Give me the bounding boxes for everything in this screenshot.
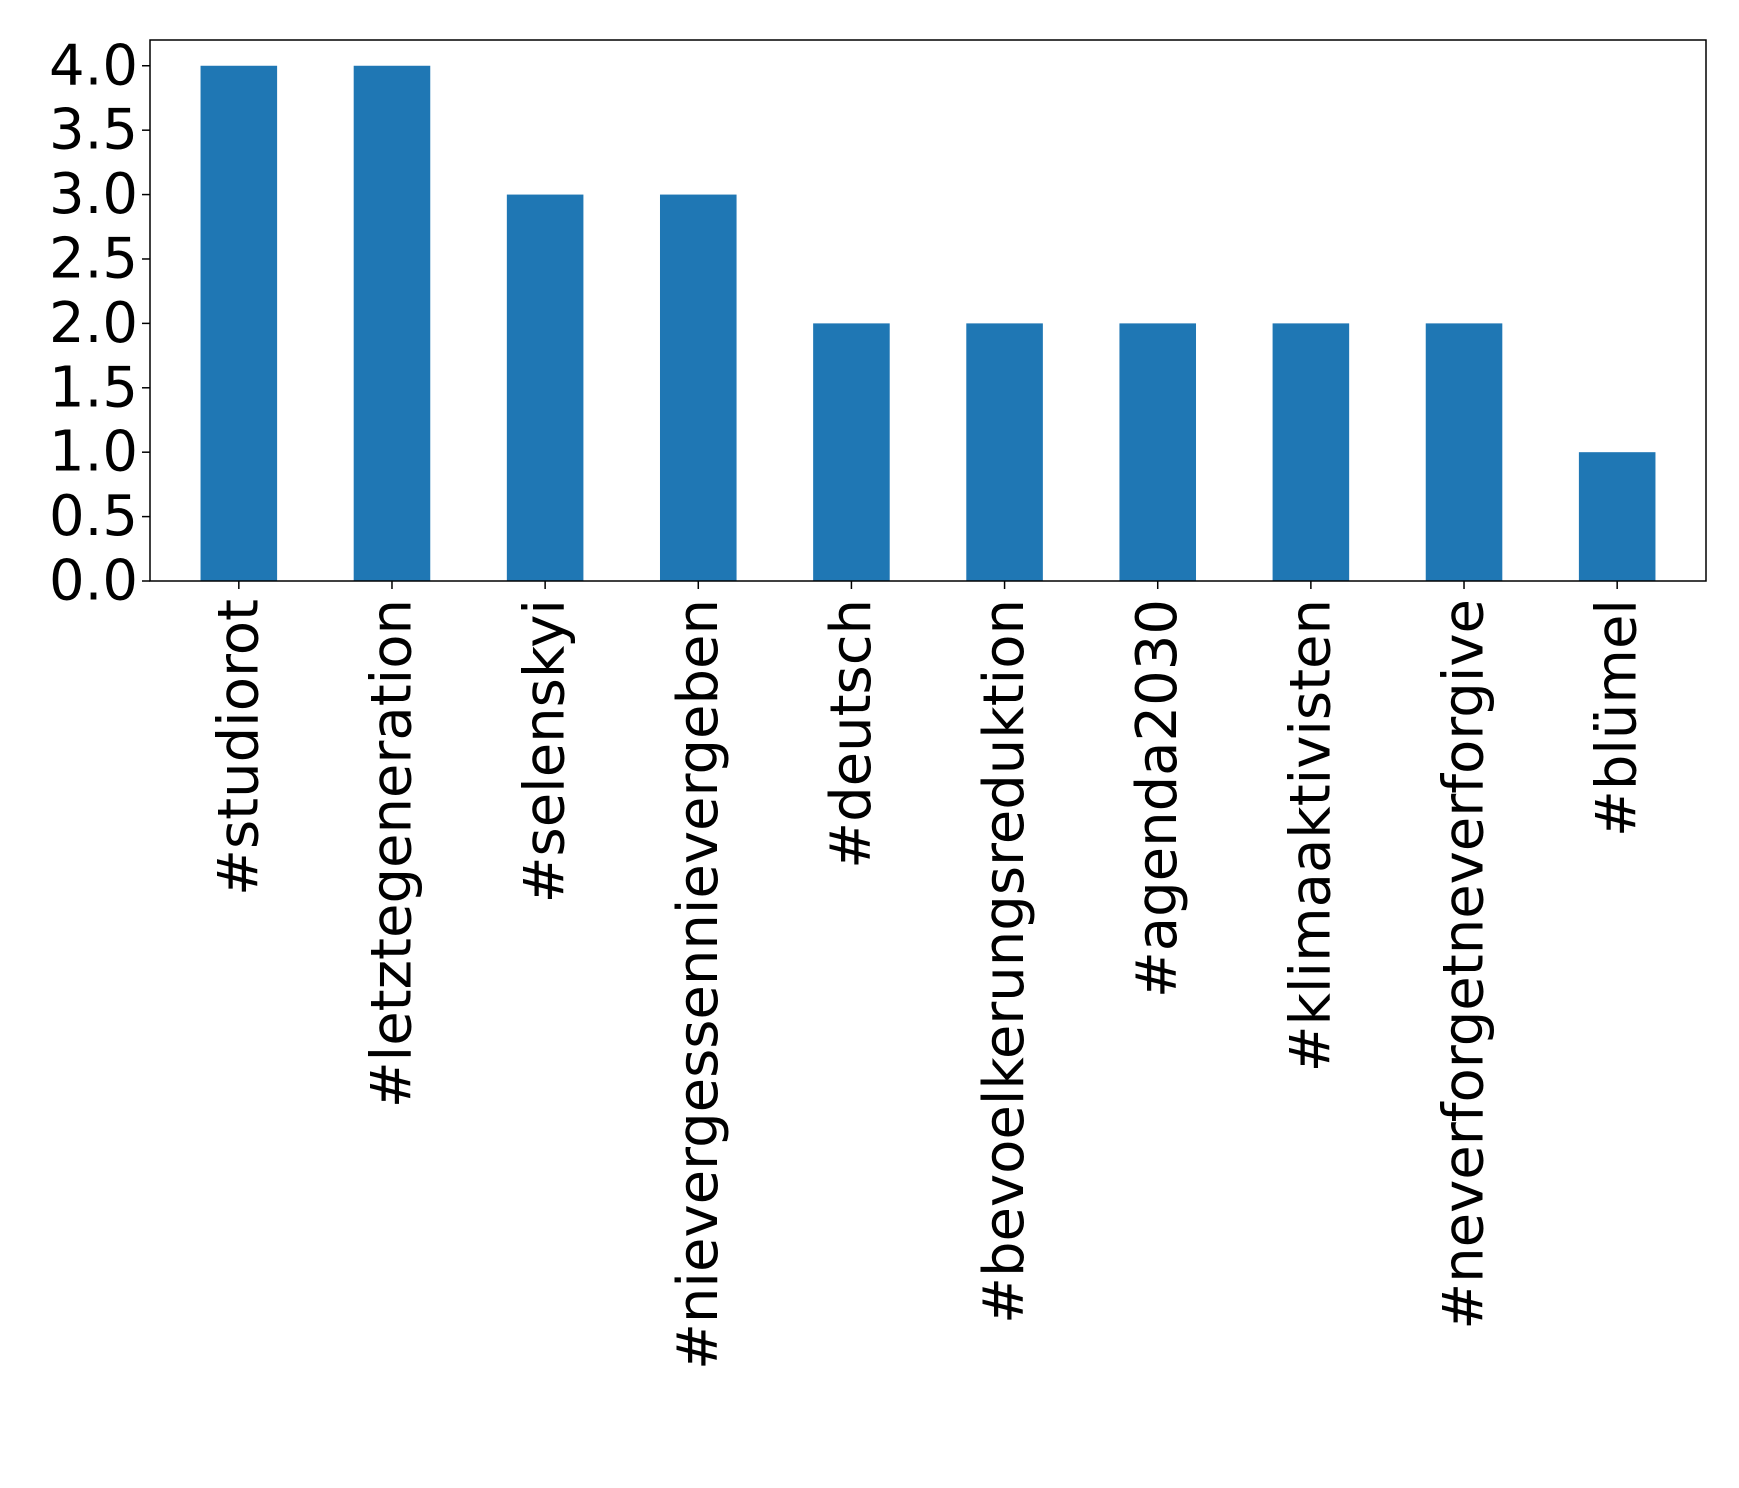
- x-tick-label: #neverforgetneverforgive: [1432, 599, 1497, 1330]
- x-tick-label: #nievergessennievergeben: [666, 599, 731, 1370]
- x-tick-label: #klimaaktivisten: [1278, 599, 1343, 1072]
- x-axis: #studiorot #letztegeneration #selenskyi #ni…: [206, 581, 1650, 1370]
- bar: [813, 323, 890, 581]
- y-tick-label: 3.5: [49, 98, 138, 163]
- bar: [1425, 323, 1503, 581]
- plot-frame: [149, 39, 1707, 582]
- bar: [200, 65, 278, 581]
- x-tick-label: #bevoelkerungsreduktion: [972, 599, 1037, 1324]
- y-axis: 0.00.51.01.52.02.53.03.54.0: [49, 33, 150, 614]
- x-tick-label: #selenskyi: [513, 599, 578, 903]
- y-tick-label: 1.0: [49, 420, 138, 485]
- bar: [966, 323, 1043, 581]
- x-tick-label: #deutsch: [819, 599, 884, 869]
- bar: [506, 194, 584, 581]
- y-tick-label: 2.0: [49, 291, 138, 356]
- x-tick-label: #agenda2030: [1125, 599, 1190, 998]
- bar: [1119, 323, 1197, 581]
- y-tick-label: 1.5: [49, 355, 138, 420]
- x-tick-label: #blümel: [1585, 599, 1650, 837]
- y-tick-label: 0.0: [49, 549, 138, 614]
- y-tick-label: 0.5: [49, 484, 138, 549]
- bar: [659, 194, 737, 581]
- x-tick-label: #studiorot: [206, 599, 271, 896]
- bars-group: [200, 65, 1656, 581]
- bar: [1272, 323, 1350, 581]
- x-tick-label: #letztegeneration: [359, 599, 424, 1108]
- y-tick-label: 2.5: [49, 226, 138, 291]
- bar: [353, 65, 431, 581]
- bar: [1578, 452, 1656, 581]
- y-tick-label: 3.0: [49, 162, 138, 227]
- y-tick-label: 4.0: [49, 33, 138, 98]
